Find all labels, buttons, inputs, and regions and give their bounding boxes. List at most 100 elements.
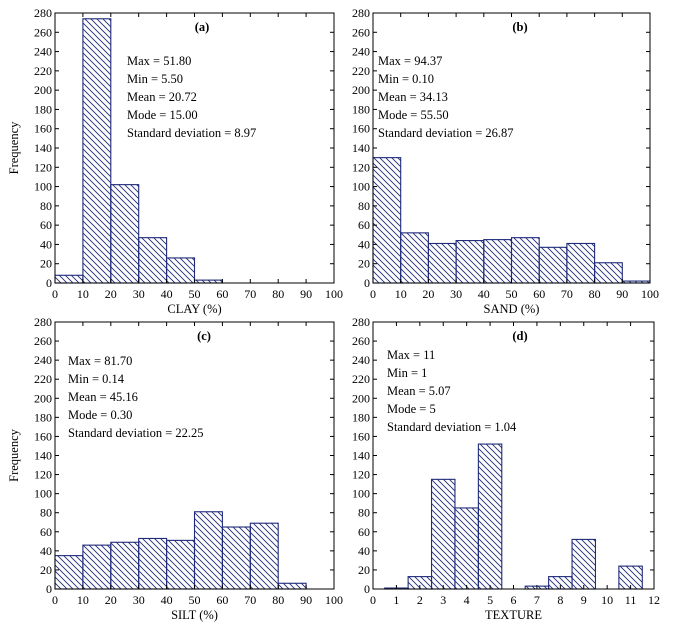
x-tick-label: 30 bbox=[133, 593, 145, 607]
histogram-bar bbox=[372, 157, 402, 284]
x-axis-label: SILT (%) bbox=[171, 608, 218, 622]
y-tick-label: 180 bbox=[352, 410, 370, 424]
histogram-bar bbox=[477, 443, 503, 590]
y-tick-label: 240 bbox=[352, 353, 370, 367]
x-tick-label: 0 bbox=[52, 287, 58, 301]
y-tick-label: 40 bbox=[358, 237, 370, 251]
x-tick-label: 60 bbox=[216, 287, 228, 301]
statistics-line: Mean = 5.07 bbox=[387, 384, 451, 398]
panel-label: (a) bbox=[195, 20, 210, 34]
x-tick-label: 60 bbox=[533, 287, 545, 301]
y-tick-label: 80 bbox=[40, 506, 52, 520]
y-tick-label: 220 bbox=[34, 64, 52, 78]
histogram-bar bbox=[166, 539, 196, 590]
x-tick-label: 11 bbox=[625, 593, 637, 607]
y-tick-label: 60 bbox=[358, 525, 370, 539]
x-tick-label: 0 bbox=[52, 593, 58, 607]
y-tick-label: 200 bbox=[352, 391, 370, 405]
x-tick-label: 80 bbox=[272, 287, 284, 301]
histogram-bar bbox=[455, 240, 485, 284]
x-tick-label: 50 bbox=[506, 287, 518, 301]
histogram-bar bbox=[82, 18, 112, 284]
statistics-line: Max = 11 bbox=[387, 348, 435, 362]
x-tick-label: 0 bbox=[370, 287, 376, 301]
y-tick-label: 60 bbox=[40, 218, 52, 232]
x-tick-label: 10 bbox=[395, 287, 407, 301]
panel-label: (b) bbox=[512, 20, 527, 34]
y-tick-label: 100 bbox=[34, 180, 52, 194]
panel-label: (c) bbox=[197, 329, 211, 343]
y-tick-label: 260 bbox=[352, 25, 370, 39]
histogram-bar bbox=[54, 274, 84, 284]
x-tick-label: 4 bbox=[464, 593, 470, 607]
y-tick-label: 80 bbox=[40, 199, 52, 213]
y-tick-label: 220 bbox=[34, 372, 52, 386]
statistics-line: Standard deviation = 8.97 bbox=[127, 126, 256, 140]
x-tick-label: 2 bbox=[417, 593, 423, 607]
x-tick-label: 10 bbox=[601, 593, 613, 607]
y-tick-label: 140 bbox=[352, 449, 370, 463]
y-tick-label: 20 bbox=[358, 257, 370, 271]
y-tick-label: 100 bbox=[34, 487, 52, 501]
histogram-bar bbox=[138, 537, 168, 590]
y-tick-label: 20 bbox=[40, 563, 52, 577]
histogram-bar bbox=[400, 232, 429, 284]
x-axis-label: CLAY (%) bbox=[167, 302, 221, 316]
x-tick-label: 100 bbox=[641, 287, 659, 301]
statistics-line: Mean = 45.16 bbox=[68, 390, 138, 404]
statistics-line: Mode = 0.30 bbox=[68, 408, 132, 422]
y-tick-label: 240 bbox=[352, 45, 370, 59]
x-tick-label: 20 bbox=[105, 287, 117, 301]
x-tick-label: 12 bbox=[648, 593, 660, 607]
histogram-bar bbox=[594, 262, 623, 284]
x-tick-label: 20 bbox=[105, 593, 117, 607]
y-tick-label: 0 bbox=[46, 276, 52, 290]
x-tick-label: 90 bbox=[300, 593, 312, 607]
y-tick-label: 0 bbox=[364, 276, 370, 290]
y-tick-label: 20 bbox=[358, 563, 370, 577]
histogram-bar bbox=[483, 239, 513, 284]
x-tick-label: 10 bbox=[77, 287, 89, 301]
y-tick-label: 120 bbox=[352, 468, 370, 482]
histogram-bar bbox=[510, 237, 540, 284]
histogram-bar bbox=[249, 522, 279, 590]
y-tick-label: 200 bbox=[34, 83, 52, 97]
y-tick-label: 140 bbox=[34, 141, 52, 155]
x-tick-label: 5 bbox=[487, 593, 493, 607]
statistics-line: Mode = 55.50 bbox=[378, 108, 449, 122]
y-tick-label: 80 bbox=[358, 506, 370, 520]
histogram-panel: 0 20 40 60 80 100 120 140 160 180 200 220 240 260 280 0… bbox=[352, 6, 659, 316]
y-tick-label: 240 bbox=[34, 353, 52, 367]
statistics-line: Min = 0.10 bbox=[378, 72, 434, 86]
x-tick-label: 40 bbox=[161, 593, 173, 607]
x-tick-label: 3 bbox=[440, 593, 446, 607]
x-tick-label: 9 bbox=[581, 593, 587, 607]
statistics-line: Min = 1 bbox=[387, 366, 427, 380]
histogram-bar bbox=[277, 582, 307, 590]
x-tick-label: 6 bbox=[511, 593, 517, 607]
statistics-line: Standard deviation = 1.04 bbox=[387, 420, 517, 434]
y-tick-label: 0 bbox=[364, 582, 370, 596]
y-tick-label: 260 bbox=[352, 334, 370, 348]
x-tick-label: 8 bbox=[557, 593, 563, 607]
x-tick-label: 100 bbox=[325, 287, 343, 301]
y-tick-label: 60 bbox=[40, 525, 52, 539]
histogram-bar bbox=[166, 257, 196, 284]
x-tick-label: 7 bbox=[534, 593, 540, 607]
histogram-bar bbox=[538, 246, 568, 284]
x-tick-label: 60 bbox=[216, 593, 228, 607]
y-tick-label: 100 bbox=[352, 180, 370, 194]
y-tick-label: 200 bbox=[352, 83, 370, 97]
x-tick-label: 50 bbox=[189, 593, 201, 607]
x-tick-label: 40 bbox=[478, 287, 490, 301]
x-tick-label: 70 bbox=[561, 287, 573, 301]
histogram-bar bbox=[138, 237, 168, 284]
histogram-panel: 0 20 40 60 80 100 120 140 160 180 200 220 240 260 280 0… bbox=[7, 6, 343, 316]
y-tick-label: 280 bbox=[352, 6, 370, 20]
y-tick-label: 120 bbox=[34, 160, 52, 174]
panel-label: (d) bbox=[512, 329, 527, 343]
y-tick-label: 220 bbox=[352, 64, 370, 78]
y-tick-label: 20 bbox=[40, 257, 52, 271]
statistics-line: Standard deviation = 26.87 bbox=[378, 126, 514, 140]
x-tick-label: 1 bbox=[393, 593, 399, 607]
